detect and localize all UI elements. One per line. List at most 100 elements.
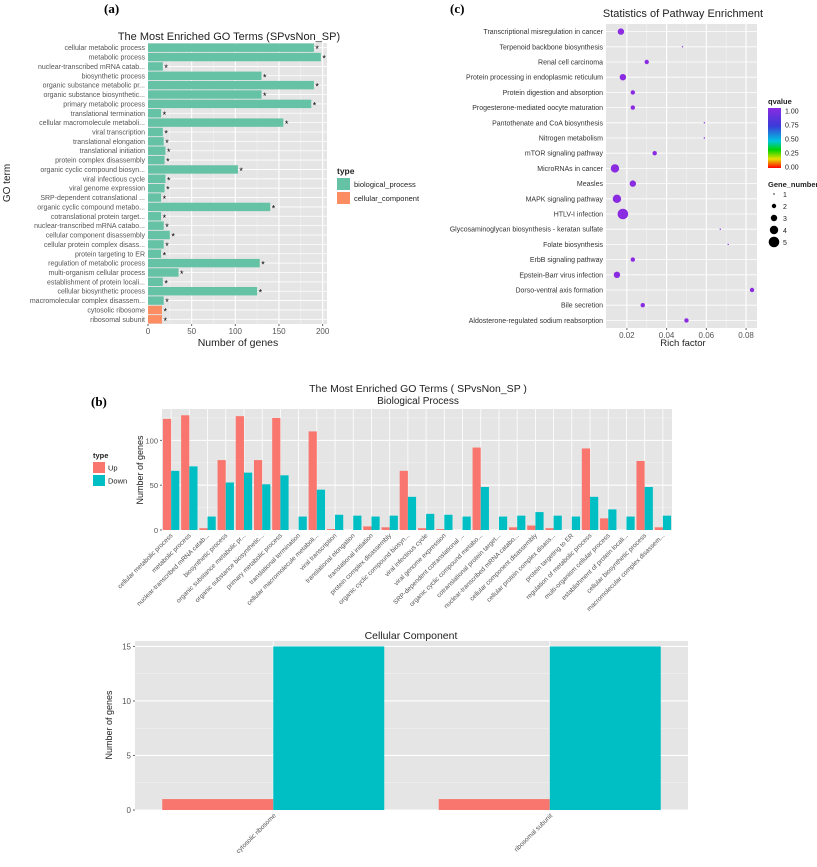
bar xyxy=(535,512,544,530)
significance-marker: * xyxy=(163,250,167,260)
qvalue-tick-label: 0.50 xyxy=(785,137,799,144)
y-tick-label: translational termination xyxy=(71,111,145,118)
bar xyxy=(189,466,198,530)
data-point xyxy=(629,180,637,187)
y-tick-label: cellular protein complex disass... xyxy=(44,242,145,249)
y-tick-label: mTOR signaling pathway xyxy=(525,151,604,158)
data-point xyxy=(630,105,636,110)
y-tick-label: cellular metabolic process xyxy=(64,45,145,52)
legend-swatch xyxy=(337,192,350,204)
qvalue-legend-title: qvalue xyxy=(768,97,792,106)
legend-title: type xyxy=(337,166,355,176)
y-tick-label: 0 xyxy=(127,806,132,815)
qvalue-tick-label: 0.25 xyxy=(785,151,799,158)
y-tick-label: SRP-dependent cotranslational ... xyxy=(40,195,145,202)
bar xyxy=(407,496,417,530)
data-point xyxy=(644,59,649,65)
y-tick-label: Dorso-ventral axis formation xyxy=(515,288,603,295)
data-point xyxy=(727,243,729,246)
size-legend-label: 4 xyxy=(783,228,787,235)
bar xyxy=(148,174,166,184)
y-tick-label: organic cyclic compound biosyn... xyxy=(40,167,145,174)
bar xyxy=(280,475,289,530)
y-tick-label: Epstein-Barr virus infection xyxy=(519,272,603,279)
size-legend-dot xyxy=(768,236,780,248)
data-point xyxy=(630,257,636,262)
significance-marker: * xyxy=(167,147,171,157)
significance-marker: * xyxy=(164,278,168,288)
bar xyxy=(148,127,163,137)
chart-title: The Most Enriched GO Terms ( SPvsNon_SP … xyxy=(309,383,527,395)
y-tick-label: 10 xyxy=(122,697,131,706)
size-legend-title: Gene_number xyxy=(768,180,817,189)
biological-process-bar-chart: The Most Enriched GO Terms ( SPvsNon_SP … xyxy=(93,383,672,613)
plot-background xyxy=(606,24,757,328)
bar xyxy=(381,527,390,530)
significance-marker: * xyxy=(163,306,167,316)
significance-marker: * xyxy=(239,166,243,176)
qvalue-tick-label: 0.75 xyxy=(785,123,799,130)
x-tick-label: 0 xyxy=(146,327,151,336)
qvalue-colorbar xyxy=(768,108,781,168)
significance-marker: * xyxy=(166,157,170,167)
y-tick-label: nuclear-transcribed mRNA catabo... xyxy=(34,223,145,230)
y-tick-label: ErbB signaling pathway xyxy=(530,257,604,264)
chart-title: The Most Enriched GO Terms (SPvsNon_SP) xyxy=(118,31,340,43)
data-point xyxy=(684,318,689,323)
significance-marker: * xyxy=(165,222,169,232)
significance-marker: * xyxy=(163,316,167,326)
size-legend-label: 5 xyxy=(783,240,787,247)
y-tick-label: 0 xyxy=(154,526,158,535)
bar xyxy=(298,516,307,530)
bar xyxy=(508,527,518,530)
significance-marker: * xyxy=(164,63,168,73)
data-point xyxy=(681,46,684,48)
y-tick-label: Nitrogen metabolism xyxy=(539,136,603,143)
y-tick-label: Aldosterone-regulated sodium reabsorptio… xyxy=(469,318,603,325)
y-tick-label: HTLV-I infection xyxy=(554,212,603,219)
x-tick-label: 50 xyxy=(187,327,196,336)
data-point xyxy=(703,122,706,124)
y-tick-label: macromolecular complex disassem... xyxy=(30,298,145,305)
y-tick-label: Transcriptional misregulation in cancer xyxy=(483,29,603,36)
y-tick-label: Protein digestion and absorption xyxy=(503,90,604,97)
bar xyxy=(181,415,190,530)
plot-background xyxy=(148,43,327,324)
bar xyxy=(148,109,162,118)
bar xyxy=(148,99,312,109)
data-point xyxy=(749,287,755,293)
size-legend-dot xyxy=(773,193,775,195)
data-point xyxy=(630,90,636,95)
y-axis-label: Number of genes xyxy=(104,690,114,760)
x-tick-label: 100 xyxy=(229,327,243,336)
bar xyxy=(148,155,165,165)
bar xyxy=(272,417,281,530)
bar xyxy=(273,646,385,810)
y-tick-label: organic substance biosynthetic... xyxy=(43,92,145,99)
y-tick-label: metabolic process xyxy=(89,55,146,62)
data-point xyxy=(619,74,627,81)
bar xyxy=(148,183,165,193)
size-legend-dot xyxy=(769,225,779,235)
size-legend-label: 1 xyxy=(783,192,787,199)
chart-subtitle: Biological Process xyxy=(377,396,459,407)
bar xyxy=(148,315,162,324)
significance-marker: * xyxy=(322,54,326,64)
y-tick-label: cellular biosynthetic process xyxy=(57,289,145,296)
y-tick-label: protein complex disassembly xyxy=(55,158,145,165)
y-tick-label: cotranslational protein target... xyxy=(51,214,145,221)
size-legend-label: 2 xyxy=(783,204,787,211)
y-tick-label: viral infectious cycle xyxy=(83,176,145,183)
data-point xyxy=(617,208,629,220)
chart-title: Cellular Component xyxy=(365,630,458,642)
qvalue-tick-label: 1.00 xyxy=(785,109,799,116)
panel-label-a: (a) xyxy=(104,1,119,16)
significance-marker: * xyxy=(163,213,167,223)
bar xyxy=(353,515,362,530)
bar xyxy=(389,515,398,530)
significance-marker: * xyxy=(259,288,263,298)
bar xyxy=(399,470,408,530)
x-axis-label: Rich factor xyxy=(660,338,705,349)
significance-marker: * xyxy=(165,297,169,307)
data-point xyxy=(617,28,625,35)
